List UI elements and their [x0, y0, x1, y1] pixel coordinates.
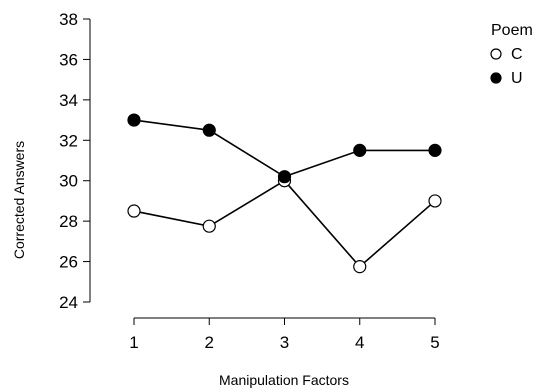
x-axis-title: Manipulation Factors: [219, 372, 349, 388]
y-axis: 24 26 28 30 32 34 36 38: [59, 10, 91, 312]
data-point: [127, 113, 141, 127]
x-tick-label: 4: [355, 333, 364, 352]
data-point: [428, 194, 442, 208]
legend-marker: [490, 72, 502, 84]
y-tick-label: 38: [59, 10, 78, 29]
series-line: [133, 179, 436, 268]
data-point: [353, 143, 367, 157]
legend-label: C: [511, 46, 523, 63]
data-point: [277, 170, 292, 184]
series-line: [133, 119, 435, 178]
y-tick-label: 26: [59, 253, 78, 272]
series-C: [127, 174, 442, 274]
y-tick-label: 30: [59, 172, 78, 191]
x-tick-label: 5: [430, 333, 439, 352]
legend-label: U: [511, 70, 523, 87]
data-point: [127, 204, 141, 218]
y-tick-label: 28: [59, 212, 78, 231]
y-tick-label: 36: [59, 50, 78, 69]
series-layer: [127, 113, 442, 274]
data-point: [353, 260, 367, 274]
legend-title: Poem: [491, 22, 533, 39]
data-point: [202, 123, 216, 137]
y-tick-label: 32: [59, 131, 78, 150]
x-tick-label: 3: [280, 333, 289, 352]
y-tick-label: 24: [59, 293, 78, 312]
x-tick-label: 2: [205, 333, 214, 352]
data-point: [202, 219, 216, 233]
legend-marker: [490, 48, 502, 60]
y-tick-label: 34: [59, 91, 78, 110]
x-axis: 1 2 3 4 5: [129, 317, 440, 352]
legend: Poem CU: [490, 22, 533, 87]
data-point: [428, 143, 442, 157]
series-U: [127, 113, 442, 184]
x-tick-label: 1: [129, 333, 138, 352]
y-axis-title: Corrected Answers: [11, 141, 27, 259]
